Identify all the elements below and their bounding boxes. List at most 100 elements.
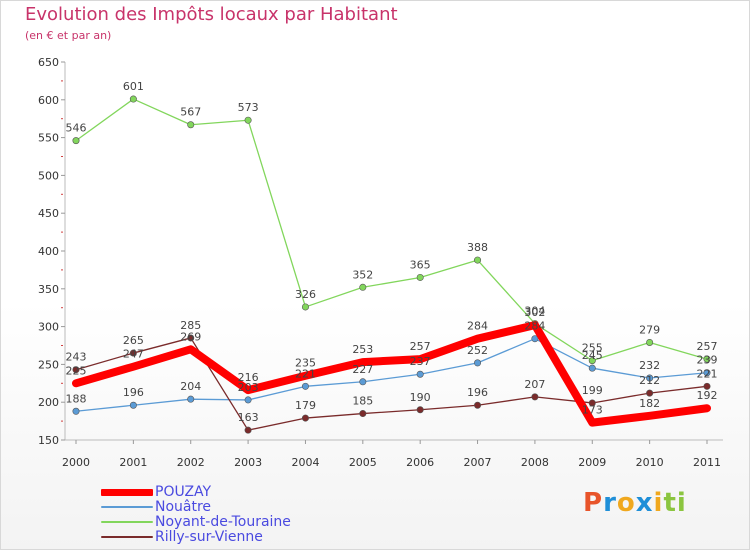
data-point xyxy=(129,349,137,357)
x-tick-label: 2007 xyxy=(464,456,492,469)
data-label: 216 xyxy=(238,371,259,384)
data-label: 192 xyxy=(697,389,718,402)
data-point xyxy=(72,379,80,387)
data-point xyxy=(416,370,424,378)
data-label: 388 xyxy=(467,241,488,254)
x-tick-label: 2005 xyxy=(349,456,377,469)
data-label: 221 xyxy=(697,367,718,380)
data-point xyxy=(72,407,80,415)
data-label: 304 xyxy=(524,305,545,318)
legend-item-rilly[interactable]: Rilly-sur-Vienne xyxy=(101,529,421,545)
data-point xyxy=(187,395,195,403)
data-label: 285 xyxy=(180,319,201,332)
brand-letter: P xyxy=(583,488,604,518)
data-point xyxy=(359,358,367,366)
legend-label-noyant: Noyant-de-Touraine xyxy=(155,514,291,530)
x-tick-label: 2008 xyxy=(521,456,549,469)
data-point xyxy=(187,121,195,129)
legend-item-noyant[interactable]: Noyant-de-Touraine xyxy=(101,514,421,530)
legend-label-rilly: Rilly-sur-Vienne xyxy=(155,529,263,545)
data-point xyxy=(474,359,482,367)
data-label: 245 xyxy=(582,349,603,362)
brand-letter: r xyxy=(603,488,617,518)
data-point xyxy=(244,386,252,394)
data-point xyxy=(301,414,309,422)
data-point xyxy=(646,389,654,397)
data-label: 352 xyxy=(352,268,373,281)
legend-label-pouzay: POUZAY xyxy=(155,484,212,500)
x-tick-label: 2003 xyxy=(234,456,262,469)
data-point xyxy=(187,345,195,353)
data-label: 207 xyxy=(524,378,545,391)
data-point xyxy=(474,401,482,409)
x-tick-label: 2009 xyxy=(578,456,606,469)
data-label: 284 xyxy=(467,320,488,333)
data-label: 265 xyxy=(123,334,144,347)
data-label: 188 xyxy=(66,392,87,405)
data-label: 235 xyxy=(295,357,316,370)
data-label: 225 xyxy=(66,364,87,377)
data-label: 204 xyxy=(180,380,201,393)
y-tick-label: 300 xyxy=(38,321,59,334)
legend-swatch-noyant xyxy=(101,521,153,523)
data-point xyxy=(703,382,711,390)
data-point xyxy=(588,399,596,407)
proxiti-logo[interactable]: Proxiti xyxy=(583,488,687,518)
legend-swatch-pouzay xyxy=(101,489,153,496)
legend-item-nouatre[interactable]: Nouâtre xyxy=(101,499,421,515)
data-label: 243 xyxy=(66,351,87,364)
data-point xyxy=(646,374,654,382)
brand-letter: t xyxy=(663,488,677,518)
data-label: 239 xyxy=(697,354,718,367)
data-label: 203 xyxy=(238,381,259,394)
data-point xyxy=(531,335,539,343)
series-line-pouzay xyxy=(72,321,711,427)
legend-item-pouzay[interactable]: POUZAY xyxy=(101,484,421,500)
data-point xyxy=(416,273,424,281)
data-label: 365 xyxy=(410,258,431,271)
data-point xyxy=(531,321,539,329)
x-tick-label: 2002 xyxy=(177,456,205,469)
data-point xyxy=(416,406,424,414)
x-tick-label: 2000 xyxy=(62,456,90,469)
data-point xyxy=(588,419,596,426)
data-point xyxy=(703,355,711,363)
y-tick-label: 400 xyxy=(38,245,59,258)
data-label: 253 xyxy=(352,343,373,356)
data-point xyxy=(244,426,252,434)
data-label: 255 xyxy=(582,342,603,355)
data-point xyxy=(244,116,252,124)
data-label: 269 xyxy=(180,330,201,343)
data-label: 173 xyxy=(582,404,603,417)
data-point xyxy=(129,401,137,409)
data-point xyxy=(301,382,309,390)
legend: POUZAY Nouâtre Noyant-de-Touraine Rilly-… xyxy=(101,484,421,545)
data-label: 257 xyxy=(410,340,431,353)
data-label: 199 xyxy=(582,384,603,397)
y-tick-label: 500 xyxy=(38,169,59,182)
data-label: 252 xyxy=(467,344,488,357)
series-line-nou-tre xyxy=(75,338,708,412)
chart-subtitle: (en € et par an) xyxy=(25,29,112,42)
x-tick-label: 2006 xyxy=(406,456,434,469)
data-label: 247 xyxy=(123,348,144,361)
x-tick-label: 2011 xyxy=(693,456,721,469)
data-label: 163 xyxy=(238,411,259,424)
brand-letter: o xyxy=(616,488,636,518)
y-tick-label: 150 xyxy=(38,434,59,447)
y-tick-label: 450 xyxy=(38,207,59,220)
brand-letter: x xyxy=(635,488,654,518)
data-label: 221 xyxy=(295,367,316,380)
data-label: 190 xyxy=(410,391,431,404)
y-tick-label: 600 xyxy=(38,94,59,107)
data-point xyxy=(359,378,367,386)
legend-swatch-rilly xyxy=(101,536,153,538)
data-label: 212 xyxy=(639,374,660,387)
legend-swatch-nouatre xyxy=(101,506,153,508)
data-point xyxy=(301,303,309,311)
data-point xyxy=(416,355,424,363)
data-point xyxy=(130,363,137,370)
x-tick-label: 2001 xyxy=(119,456,147,469)
data-point xyxy=(129,95,137,103)
data-label: 284 xyxy=(524,320,545,333)
